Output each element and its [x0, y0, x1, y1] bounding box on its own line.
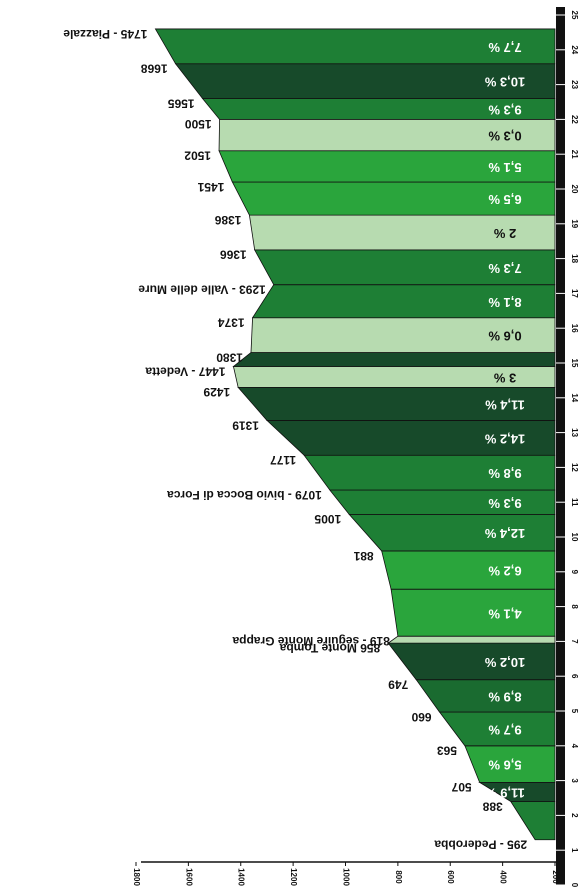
altitude-tick-label: 1000: [341, 868, 350, 886]
altitude-label: 1380: [216, 350, 243, 364]
grade-label: 6,2 %: [488, 564, 522, 579]
grade-label: 9,3 %: [488, 496, 522, 511]
km-tick-label: 13: [570, 428, 579, 437]
km-tick-label: 5: [570, 709, 579, 714]
altitude-label: 1429: [203, 385, 230, 399]
grade-label: 3 %: [493, 370, 516, 385]
altitude-label: 1079 - bivio Bocca di Forca: [167, 488, 322, 502]
km-tick-label: 1: [570, 848, 579, 853]
grade-label: 0,3 %: [488, 129, 522, 144]
grade-label: 9,3 %: [488, 103, 522, 118]
altitude-label: 660: [411, 710, 431, 724]
km-tick-label: 21: [570, 150, 579, 159]
km-tick-label: 17: [570, 289, 579, 298]
altitude-tick-label: 800: [394, 870, 403, 884]
grade-label: 12,4 %: [484, 526, 525, 541]
km-tick-label: 19: [570, 219, 579, 228]
grade-label: 9,7 %: [488, 722, 522, 737]
km-tick-label: 3: [570, 778, 579, 783]
segment: [386, 635, 556, 644]
km-tick-label: 25: [570, 11, 579, 20]
grade-label: 10,3 %: [484, 75, 525, 90]
grade-label: 2 %: [493, 226, 516, 241]
km-tick-label: 18: [570, 254, 579, 263]
altitude-label: 1565: [168, 96, 195, 110]
altitude-label: 1177: [270, 453, 296, 467]
altitude-label: 1005: [314, 512, 341, 526]
grade-label: 11,4 %: [485, 397, 525, 412]
grade-label: 8,1 %: [488, 295, 522, 310]
km-tick-label: 20: [570, 185, 579, 194]
grade-label: 0,6 %: [488, 329, 522, 344]
grade-label: 11,9 %: [485, 785, 525, 800]
km-tick-label: 8: [570, 604, 579, 609]
grade-label: 7,7 %: [488, 40, 522, 55]
altitude-label: 819 - seguire Monte Grappa: [232, 634, 390, 648]
segment: [415, 679, 556, 713]
km-tick-label: 2: [570, 813, 579, 818]
km-tick-label: 12: [570, 463, 579, 472]
altitude-label: 1451: [197, 180, 224, 194]
segment: [390, 588, 556, 637]
km-tick-label: 22: [570, 115, 579, 124]
km-tick-label: 24: [570, 45, 579, 54]
km-tick-label: 7: [570, 639, 579, 644]
altitude-label: 881: [353, 549, 373, 563]
altitude-label: 295 - Pederobba: [434, 838, 527, 852]
km-tick-label: 10: [570, 533, 579, 542]
km-tick-label: 0: [570, 883, 579, 888]
altitude-label: 856 Monte Tomba: [279, 641, 380, 655]
segment: [387, 642, 556, 681]
altitude-tick-label: 1400: [237, 868, 246, 886]
km-tick-label: 6: [570, 674, 579, 679]
altitude-tick-label: 400: [499, 870, 508, 884]
altitude-tick-label: 1600: [184, 868, 193, 886]
altitude-tick-label: 200: [551, 870, 560, 884]
km-tick-label: 11: [570, 498, 579, 507]
altitude-label: 1668: [141, 62, 168, 76]
altitude-label: 1386: [214, 213, 241, 227]
altitude-label: 507: [451, 780, 471, 794]
grade-label: 5,6 %: [488, 758, 522, 773]
altitude-label: 1745 - Piazzale: [63, 27, 147, 41]
altitude-label: 1502: [184, 149, 211, 163]
grade-label: 9,3 %: [488, 814, 522, 829]
km-tick-label: 4: [570, 744, 579, 749]
grade-label: 7,3 %: [488, 261, 522, 276]
altitude-tick-label: 600: [446, 870, 455, 884]
grade-label: 8,9 %: [488, 689, 522, 704]
altitude-label: 1366: [220, 248, 247, 262]
km-tick-label: 15: [570, 359, 579, 368]
km-tick-label: 16: [570, 324, 579, 333]
altitude-label: 388: [482, 799, 502, 813]
segment: [154, 28, 556, 65]
km-tick-label: 9: [570, 570, 579, 575]
grade-label: 10,2 %: [484, 655, 525, 670]
km-tick-label: 23: [570, 80, 579, 89]
grade-label: 14,2 %: [484, 431, 525, 446]
grade-label: 6,5 %: [488, 192, 522, 207]
km-axis: [556, 7, 565, 885]
altitude-tick-label: 1200: [289, 868, 298, 886]
segment: [232, 352, 556, 367]
altitude-label: 1319: [232, 418, 259, 432]
grade-label: 5,1 %: [488, 160, 522, 175]
altitude-label: 1374: [218, 316, 245, 330]
altitude-label: 1293 - Valle delle Mure: [138, 283, 266, 297]
altitude-label: 1447 - Vedetta: [145, 364, 225, 378]
altitude-label: 1500: [185, 117, 212, 131]
altitude-label: 563: [437, 744, 457, 758]
altitude-tick-label: 1800: [132, 868, 141, 886]
grade-label: 4,1 %: [488, 606, 522, 621]
km-tick-label: 14: [570, 393, 579, 402]
altitude-label: 749: [388, 678, 408, 692]
grade-label: 9,8 %: [488, 466, 522, 481]
segment: [381, 550, 556, 590]
